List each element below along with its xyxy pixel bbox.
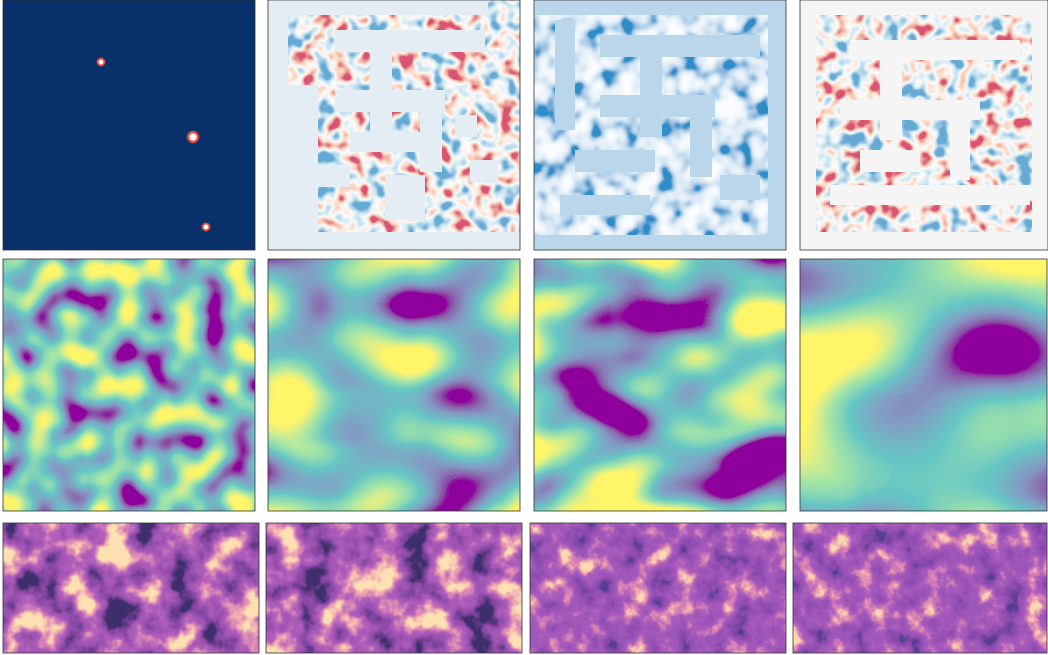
wall (470, 160, 498, 182)
maze-walls (534, 0, 786, 250)
wall (268, 0, 288, 250)
field (268, 259, 520, 511)
field (534, 259, 786, 511)
frame (533, 258, 787, 512)
field (266, 523, 522, 653)
field (793, 523, 1047, 653)
frame (792, 522, 1048, 654)
wall (335, 90, 445, 112)
field (800, 259, 1047, 511)
wall (720, 175, 760, 200)
wall (455, 115, 477, 137)
wall (1032, 0, 1048, 250)
wall (350, 132, 425, 152)
source (201, 222, 211, 232)
wall (555, 20, 575, 130)
frame (799, 258, 1048, 512)
source (186, 130, 200, 144)
wall (385, 175, 425, 220)
wall (840, 100, 980, 120)
wall (800, 0, 1048, 15)
maze-walls (268, 0, 520, 250)
panel (267, 0, 521, 251)
frame (2, 522, 260, 654)
wall (768, 0, 786, 250)
wall (300, 165, 350, 187)
wall (690, 117, 712, 177)
wall (830, 185, 1030, 205)
frame (2, 0, 256, 251)
wall (600, 95, 715, 117)
maze-walls (800, 0, 1048, 250)
wall (268, 232, 520, 250)
panel-row-3 (2, 522, 1048, 654)
frame (265, 522, 523, 654)
frame (2, 258, 256, 512)
field (530, 523, 786, 653)
wall (335, 30, 485, 52)
panel (533, 0, 787, 251)
wall (534, 235, 786, 250)
panel (799, 0, 1048, 251)
frame (799, 0, 1048, 251)
wall (560, 195, 650, 215)
wall (534, 0, 786, 15)
panel-row-1 (2, 0, 1048, 251)
panel (2, 0, 256, 251)
wall (860, 150, 920, 172)
wall (268, 0, 488, 15)
wall (950, 120, 970, 180)
wall (800, 0, 816, 250)
field (3, 0, 255, 250)
field (3, 259, 255, 511)
frame (529, 522, 787, 654)
frame (533, 0, 787, 251)
wall (575, 150, 655, 172)
wall (800, 232, 1048, 250)
frame (267, 258, 521, 512)
panel-row-2 (2, 258, 1048, 512)
source (96, 57, 106, 67)
field (800, 0, 1048, 250)
wall (420, 112, 442, 172)
frame (267, 0, 521, 251)
field (3, 523, 259, 653)
wall (850, 40, 1020, 60)
wall (600, 35, 760, 57)
